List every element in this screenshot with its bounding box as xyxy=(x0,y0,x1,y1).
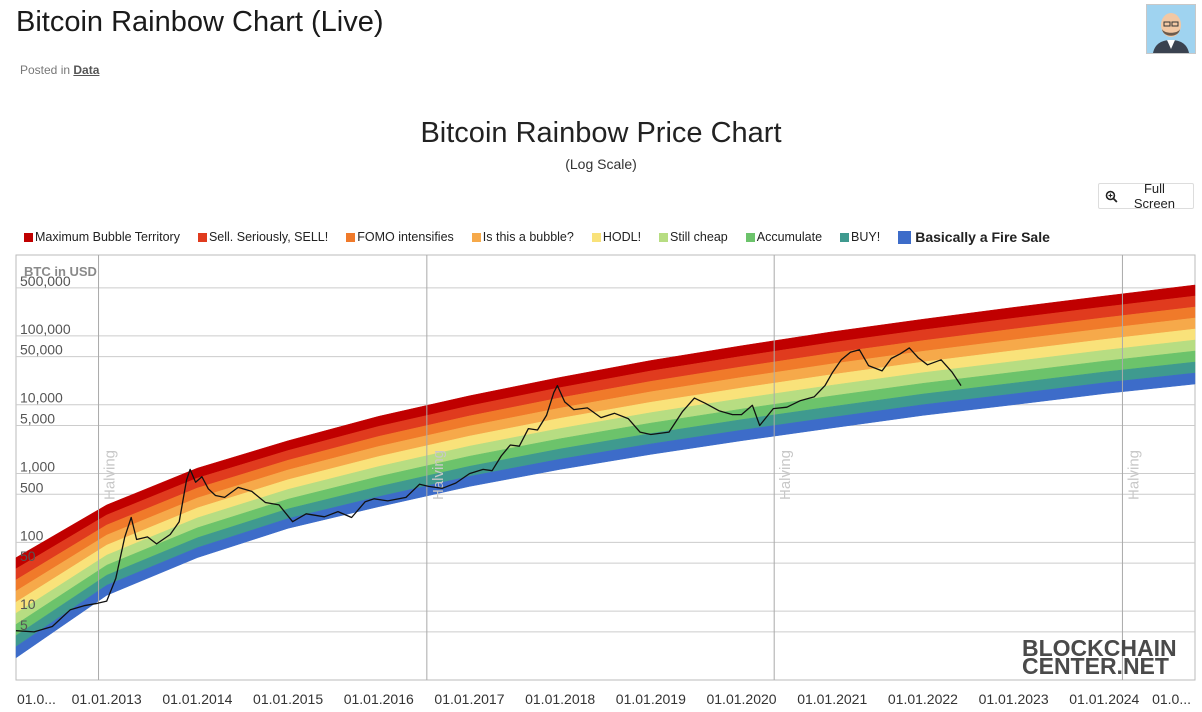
halving-label: Halving xyxy=(430,450,447,500)
x-tick-label: 01.01.2013 xyxy=(72,691,142,707)
rainbow-band xyxy=(15,372,1196,659)
legend: Maximum Bubble Territory Sell. Seriously… xyxy=(24,229,1068,245)
page-title: Bitcoin Rainbow Chart (Live) xyxy=(16,6,384,38)
legend-label: Sell. Seriously, SELL! xyxy=(208,230,329,244)
y-tick-label: 1,000 xyxy=(20,459,55,475)
legend-label: Basically a Fire Sale xyxy=(915,229,1050,245)
category-link[interactable]: Data xyxy=(73,63,100,77)
legend-swatch xyxy=(346,232,356,242)
x-tick-label: 01.01.2019 xyxy=(616,691,686,707)
legend-swatch xyxy=(24,232,33,242)
legend-label: Maximum Bubble Territory xyxy=(35,230,180,244)
legend-item-still-cheap[interactable]: Still cheap xyxy=(659,230,728,244)
halving-label: Halving xyxy=(1125,450,1142,500)
y-tick-label: 50,000 xyxy=(20,342,63,358)
legend-item-fire-sale[interactable]: Basically a Fire Sale xyxy=(898,229,1050,245)
x-tick-label: 01.01.2023 xyxy=(979,691,1049,707)
posted-in: Posted in Data xyxy=(20,63,99,77)
y-tick-label: 5 xyxy=(20,617,28,633)
x-tick-label: 01.01.2014 xyxy=(162,691,232,707)
chart-subtitle: (Log Scale) xyxy=(565,156,637,172)
legend-item-maximum-bubble[interactable]: Maximum Bubble Territory xyxy=(24,230,180,244)
fullscreen-label: Full Screen xyxy=(1133,181,1176,211)
legend-swatch xyxy=(197,232,207,242)
legend-swatch xyxy=(659,232,669,242)
y-tick-label: 50 xyxy=(20,548,36,564)
halving-label: Halving xyxy=(777,450,794,500)
legend-item-sell[interactable]: Sell. Seriously, SELL! xyxy=(197,230,329,244)
x-tick-label: 01.0... xyxy=(1152,691,1191,707)
x-tick-label: 01.01.2017 xyxy=(434,691,504,707)
legend-label: BUY! xyxy=(851,230,881,244)
legend-label: Still cheap xyxy=(670,230,728,244)
legend-label: Is this a bubble? xyxy=(482,230,574,244)
y-tick-label: 100 xyxy=(20,527,44,543)
fullscreen-button[interactable]: Full Screen xyxy=(1098,181,1194,211)
legend-swatch xyxy=(898,230,912,244)
legend-item-buy[interactable]: BUY! xyxy=(840,230,880,244)
posted-prefix: Posted in xyxy=(20,63,71,77)
legend-swatch xyxy=(471,232,481,242)
y-tick-label: 500,000 xyxy=(20,273,71,289)
price-line[interactable] xyxy=(15,347,962,633)
chart-title: Bitcoin Rainbow Price Chart xyxy=(420,117,782,149)
y-tick-label: 500 xyxy=(20,479,44,495)
y-axis-title: BTC in USD xyxy=(24,264,97,279)
y-tick-label: 5,000 xyxy=(20,410,55,426)
x-tick-label: 01.01.2021 xyxy=(797,691,867,707)
legend-item-bubble[interactable]: Is this a bubble? xyxy=(471,230,574,244)
legend-label: FOMO intensifies xyxy=(357,230,454,244)
y-tick-label: 10,000 xyxy=(20,390,63,406)
legend-label: HODL! xyxy=(602,230,642,244)
legend-item-accumulate[interactable]: Accumulate xyxy=(745,230,823,244)
avatar-icon xyxy=(1147,5,1195,53)
legend-label: Accumulate xyxy=(756,230,823,244)
halving-label: Halving xyxy=(102,450,119,500)
x-tick-label: 01.01.2024 xyxy=(1069,691,1139,707)
zoom-icon xyxy=(1105,190,1118,203)
x-tick-label: 01.01.2022 xyxy=(888,691,958,707)
x-tick-label: 01.0... xyxy=(17,691,56,707)
legend-item-hodl[interactable]: HODL! xyxy=(591,230,642,244)
avatar[interactable] xyxy=(1146,4,1196,54)
legend-swatch xyxy=(745,232,755,242)
y-tick-label: 10 xyxy=(20,596,36,612)
legend-swatch xyxy=(840,232,850,242)
watermark-line2: CENTER.NET xyxy=(1022,653,1169,679)
x-tick-label: 01.01.2018 xyxy=(525,691,595,707)
x-tick-label: 01.01.2015 xyxy=(253,691,323,707)
watermark-line1: BLOCKCHAIN xyxy=(1022,635,1177,661)
legend-swatch xyxy=(591,232,601,242)
rainbow-chart[interactable]: Halving Halving Halving Halving 500,000 100,0… xyxy=(0,250,1202,712)
y-tick-label: 100,000 xyxy=(20,321,71,337)
x-tick-label: 01.01.2020 xyxy=(706,691,776,707)
x-tick-label: 01.01.2016 xyxy=(344,691,414,707)
legend-item-fomo[interactable]: FOMO intensifies xyxy=(346,230,454,244)
